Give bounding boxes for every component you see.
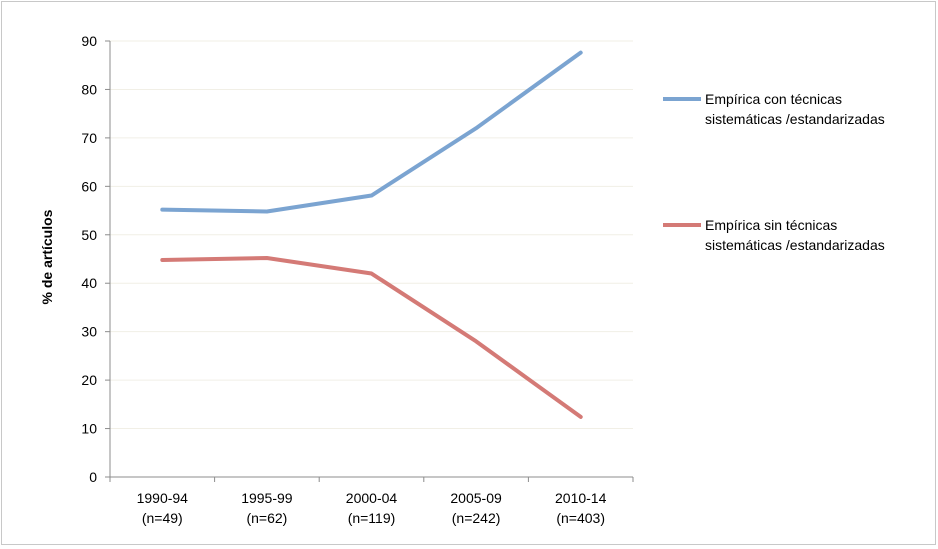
axes — [105, 40, 634, 482]
y-tick-label: 50 — [81, 227, 97, 243]
x-tick-label: 2010-14 (n=403) — [555, 490, 607, 526]
y-tick-label: 90 — [81, 33, 97, 49]
y-tick-labels: 0 10 20 30 40 50 60 70 80 90 — [81, 33, 97, 485]
x-tick-label: 1995-99 (n=62) — [241, 490, 293, 526]
series-line-1 — [160, 50, 583, 214]
y-tick-label: 20 — [81, 372, 97, 388]
y-tick-label: 70 — [81, 130, 97, 146]
x-tick-label: 2000-04 (n=119) — [346, 490, 398, 526]
gridlines — [110, 40, 633, 430]
y-tick-label: 30 — [81, 324, 97, 340]
legend-label-1: Empírica con técnicas sistemáticas /estan… — [705, 91, 885, 127]
legend-label-2: Empírica sin técnicas sistemáticas /estan… — [705, 217, 885, 253]
series-lines — [160, 50, 583, 419]
y-tick-label: 0 — [89, 469, 97, 485]
x-tick-label: 2005-09 (n=242) — [450, 490, 502, 526]
y-tick-label: 60 — [81, 178, 97, 194]
series-line-2 — [160, 256, 583, 419]
x-tick-labels: 1990-94 (n=49) 1995-99 (n=62) 2000-04 (n=119)… — [137, 490, 607, 526]
legend: Empírica con técnicas sistemáticas /estan… — [663, 91, 885, 253]
x-tick-label: 1990-94 (n=49) — [137, 490, 189, 526]
y-tick-label: 80 — [81, 81, 97, 97]
y-tick-label: 10 — [81, 421, 97, 437]
y-tick-label: 40 — [81, 275, 97, 291]
y-axis-title: % de artículos — [39, 209, 55, 304]
